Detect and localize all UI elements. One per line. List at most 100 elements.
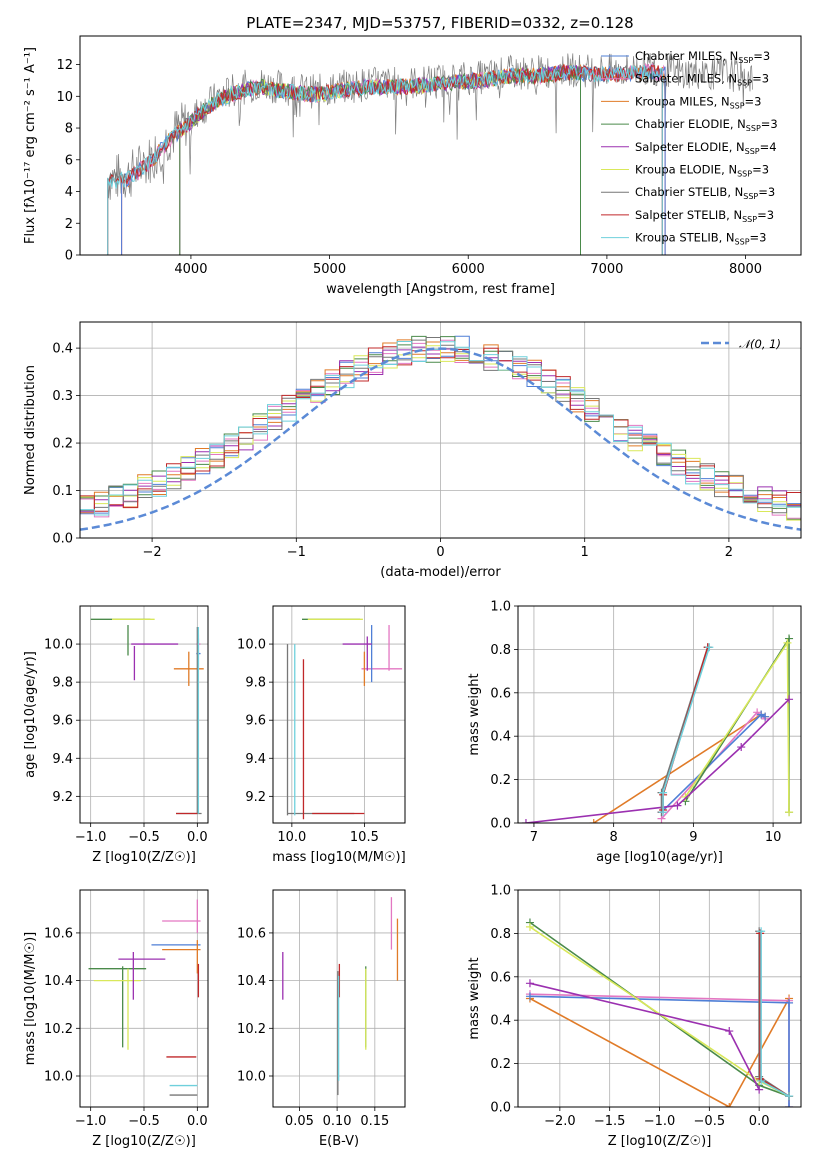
legend-nssp-label: , N [721,163,737,177]
legend-nssp-label: , N [722,49,738,63]
legend-nssp-label: , N [714,94,730,108]
weight-line [529,997,790,1107]
y-tick-label: 10.2 [44,1022,73,1037]
x-axis-label: E(B-V) [319,1134,359,1149]
y-tick-label: 9.4 [52,752,73,767]
weight-marker [785,1092,794,1101]
x-axis-label: mass [log10(M/M☉)] [272,850,405,865]
plot-area-age_vs_mass [286,618,403,820]
weight-marker [757,927,766,936]
x-tick-label: 7000 [590,262,623,277]
axes-frame [517,889,802,1108]
x-tick-label: 10.5 [350,830,379,845]
x-tick-label: 6000 [452,262,485,277]
weight-marker [785,808,794,817]
y-tick-label: 0.3 [52,389,73,404]
legend-entry: Salpeter MILES, NSSP=3 [635,72,769,88]
weight-marker [737,743,746,752]
legend-nssp-value: =3 [752,72,769,86]
x-axis-label: Z [log10(Z/Z☉)] [92,850,196,865]
legend-entry: Kroupa ELODIE, NSSP=3 [635,163,769,179]
model-spectrum [107,64,663,255]
residual-histogram [80,335,801,520]
x-tick-label: −1 [287,545,306,560]
x-tick-label: −1.0 [644,1114,676,1129]
legend-subscript: SSP [738,56,753,65]
x-tick-label: 10.0 [277,830,306,845]
chart-mass_vs_Z: −1.0 −0.5 0.0 10.0 10.2 10.4 10.6 Z [log10(Z/Z☉… [23,889,209,1149]
y-tick-label: 0.1 [52,484,73,499]
y-tick-label: 0.6 [490,686,511,701]
weight-line [593,713,766,823]
x-tick-label: 0.10 [323,1114,352,1129]
y-tick-label: 9.6 [52,714,73,729]
x-axis-label: wavelength [Angstrom, rest frame] [326,282,555,297]
legend-series-name: Kroupa STELIB [635,231,719,245]
legend-entry: Chabrier STELIB, NSSP=3 [635,185,775,201]
weight-marker [589,819,598,823]
x-tick-label: 0.15 [360,1114,389,1129]
y-tick-label: 6 [65,153,73,168]
y-tick-label: 8 [65,122,73,137]
legend-entry: 𝒩(0, 1) [739,337,781,351]
weight-marker [705,643,714,652]
axes-frame [79,321,802,539]
y-tick-label: 0.0 [490,1101,511,1116]
y-tick-label: 0.2 [52,437,73,452]
y-axis-label: mass [log10(M/M☉)] [23,932,38,1065]
legend-series-name: Kroupa MILES [635,94,714,108]
y-axis-label: Flux [fλ10⁻¹⁷ erg cm⁻² s⁻¹ A⁻¹] [23,47,38,244]
y-tick-label: 0.0 [490,817,511,832]
normal-reference-curve [80,347,801,531]
x-tick-label: 8 [610,830,618,845]
weight-marker [521,819,530,823]
legend-entry: Salpeter ELODIE, NSSP=4 [635,140,777,156]
y-axis-label: mass weight [467,673,482,755]
y-tick-label: 10.6 [44,926,73,941]
y-tick-label: 0.6 [490,970,511,985]
x-tick-label: 0 [436,545,444,560]
legend-series-name: Salpeter MILES [635,72,721,86]
y-tick-label: 0.8 [490,927,511,942]
y-tick-label: 0.8 [490,643,511,658]
weight-marker [525,992,534,1001]
x-tick-label: −2.0 [544,1114,576,1129]
x-tick-label: −0.5 [694,1114,726,1129]
weight-marker [659,808,668,817]
legend-series-name: Salpeter STELIB [635,208,726,222]
x-axis-label: Z [log10(Z/Z☉)] [608,1134,712,1149]
weight-line [760,931,790,1097]
legend-subscript: SSP [730,101,745,110]
model-spectrum [107,63,663,255]
x-tick-label: 0.05 [285,1114,314,1129]
y-tick-label: 10.0 [44,638,73,653]
x-tick-label: 8000 [729,262,762,277]
y-tick-label: 12 [56,58,73,73]
legend-nssp-value: =3 [758,185,775,199]
y-tick-label: 1.0 [490,884,511,899]
chart-residuals: −2 −1 0 1 2 0.0 0.1 0.2 0.3 0.4 (data-model)/error… [23,321,802,580]
legend-nssp-value: =3 [750,231,767,245]
y-tick-label: 0 [65,249,73,264]
legend-series-name: Chabrier ELODIE [635,117,730,131]
x-tick-label: 10 [765,830,782,845]
chart-weight_vs_age: 7 8 9 10 0.0 0.2 0.4 0.6 0.8 1.0 age [log10(age/yr… [467,600,802,865]
y-tick-label: 0.0 [52,532,73,547]
y-tick-label: 1.0 [490,600,511,615]
y-tick-label: 10 [56,90,73,105]
y-tick-label: 4 [65,185,73,200]
legend-nssp-label: , N [719,231,735,245]
y-tick-label: 9.2 [245,790,266,805]
x-axis-label: (data-model)/error [380,565,501,580]
x-tick-label: −1.0 [75,830,107,845]
x-tick-label: 4000 [174,262,207,277]
x-tick-label: 0.0 [187,1114,208,1129]
chart-spectrum: 4000 5000 6000 7000 8000 0 2 4 6 8 10 12 wavelength … [23,35,802,297]
legend-subscript: SSP [743,192,758,201]
weight-marker [785,634,794,643]
legend-subscript: SSP [735,238,750,247]
legend-nssp-label: , N [726,208,742,222]
legend-series-name: Chabrier STELIB [635,185,727,199]
y-tick-label: 10.0 [237,1070,266,1085]
